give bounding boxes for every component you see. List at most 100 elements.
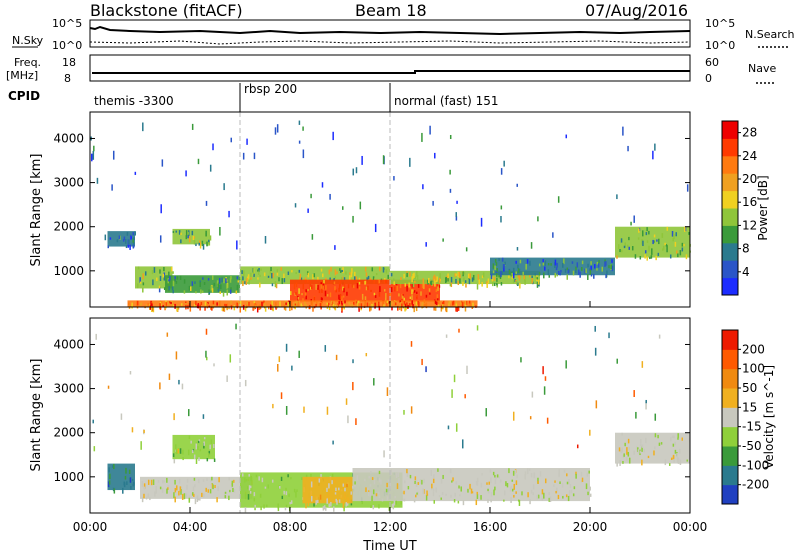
echo-cell bbox=[389, 293, 392, 297]
echo-cell bbox=[129, 244, 131, 250]
echo-cell bbox=[405, 306, 407, 311]
noise-echo bbox=[595, 400, 598, 409]
echo-cell bbox=[386, 300, 389, 306]
echo-cell bbox=[233, 489, 236, 493]
noise-echo bbox=[465, 247, 468, 252]
echo-cell bbox=[418, 301, 420, 308]
echo-cell bbox=[537, 279, 540, 285]
echo-cell bbox=[244, 305, 247, 312]
echo-cell bbox=[320, 284, 322, 290]
nsky-panel: N.Sky 10^5 10^0 10^5 10^0 N.Search bbox=[12, 17, 795, 52]
noise-echo bbox=[544, 376, 547, 381]
echo-cell bbox=[370, 305, 372, 311]
echo-cell bbox=[548, 497, 551, 502]
echo-cell bbox=[445, 493, 447, 496]
echo-band bbox=[127, 300, 478, 307]
noise-echo bbox=[530, 242, 533, 249]
echo-cell bbox=[480, 482, 483, 488]
echo-cell bbox=[181, 493, 184, 500]
echo-cell bbox=[631, 246, 634, 251]
echo-cell bbox=[624, 242, 627, 247]
echo-cell bbox=[463, 271, 466, 275]
echo-cell bbox=[677, 437, 679, 440]
echo-cell bbox=[371, 477, 374, 481]
echo-cell bbox=[113, 463, 115, 470]
echo-cell bbox=[537, 494, 540, 499]
echo-cell bbox=[312, 274, 314, 280]
echo-cell bbox=[246, 301, 249, 305]
noise-echo bbox=[332, 440, 334, 445]
noise-echo bbox=[272, 403, 274, 409]
echo-cell bbox=[492, 471, 495, 476]
noise-echo bbox=[425, 242, 427, 247]
echo-cell bbox=[143, 493, 145, 499]
echo-cell bbox=[403, 498, 406, 502]
echo-cell bbox=[229, 489, 231, 493]
y-tick-label: 2000 bbox=[53, 426, 84, 440]
echo-cell bbox=[573, 486, 576, 490]
echo-cell bbox=[416, 275, 419, 281]
noise-echo bbox=[485, 408, 487, 417]
echo-cell bbox=[601, 266, 604, 272]
echo-cell bbox=[476, 493, 479, 499]
echo-cell bbox=[532, 484, 535, 490]
echo-cell bbox=[252, 268, 255, 274]
echo-cell bbox=[455, 306, 457, 312]
echo-cell bbox=[391, 301, 393, 305]
echo-cell bbox=[163, 266, 165, 272]
nsearch-tick-bottom: 10^0 bbox=[705, 39, 735, 52]
echo-cell bbox=[527, 492, 529, 498]
colorbar-tick-label: 28 bbox=[742, 126, 757, 140]
echo-cell bbox=[128, 239, 130, 245]
echo-cell bbox=[258, 267, 260, 273]
echo-cell bbox=[147, 479, 150, 485]
noise-echo bbox=[480, 217, 483, 227]
echo-cell bbox=[366, 277, 368, 282]
echo-cell bbox=[625, 457, 628, 461]
noise-echo bbox=[205, 328, 208, 335]
echo-cell bbox=[506, 483, 509, 488]
echo-cell bbox=[301, 305, 303, 308]
echo-cell bbox=[195, 458, 198, 464]
echo-cell bbox=[650, 255, 653, 259]
echo-cell bbox=[464, 306, 467, 312]
echo-cell bbox=[320, 268, 323, 272]
noise-echo bbox=[235, 323, 237, 330]
echo-cell bbox=[220, 284, 222, 290]
echo-cell bbox=[268, 306, 270, 310]
echo-cell bbox=[126, 481, 128, 485]
echo-cell bbox=[494, 474, 496, 478]
echo-cell bbox=[554, 272, 557, 278]
echo-cell bbox=[216, 302, 218, 306]
echo-cell bbox=[619, 460, 621, 466]
noise-echo bbox=[160, 204, 162, 214]
echo-cell bbox=[426, 490, 428, 496]
echo-cell bbox=[180, 486, 183, 492]
echo-cell bbox=[274, 302, 277, 308]
echo-cell bbox=[503, 490, 506, 496]
echo-cell bbox=[214, 484, 216, 489]
echo-cell bbox=[152, 479, 155, 486]
echo-cell bbox=[345, 502, 348, 507]
echo-cell bbox=[496, 281, 499, 284]
echo-cell bbox=[455, 301, 458, 304]
echo-cell bbox=[334, 286, 336, 291]
echo-cell bbox=[249, 485, 252, 489]
echo-cell bbox=[438, 495, 441, 498]
echo-cell bbox=[319, 494, 322, 500]
echo-cell bbox=[372, 276, 375, 280]
echo-cell bbox=[669, 254, 672, 259]
echo-cell bbox=[210, 285, 213, 291]
echo-cell bbox=[496, 474, 499, 478]
echo-cell bbox=[670, 437, 672, 442]
echo-cell bbox=[172, 280, 175, 287]
echo-cell bbox=[360, 303, 363, 309]
echo-cell bbox=[323, 505, 326, 510]
echo-cell bbox=[460, 301, 462, 305]
noise-echo bbox=[425, 366, 427, 373]
echo-cell bbox=[344, 495, 347, 500]
echo-cell bbox=[406, 471, 409, 478]
echo-cell bbox=[406, 275, 408, 278]
nsky-label: N.Sky bbox=[12, 34, 44, 47]
echo-cell bbox=[454, 492, 456, 497]
